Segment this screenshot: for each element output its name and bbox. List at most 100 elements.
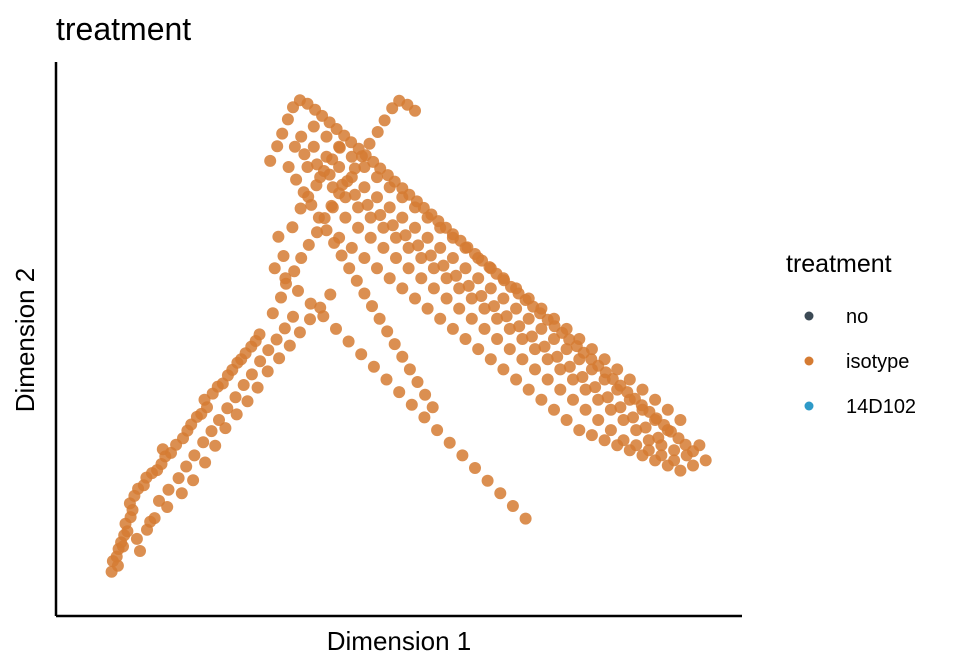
data-point — [469, 462, 481, 474]
data-point — [229, 391, 242, 404]
legend-key-no — [804, 311, 814, 321]
data-point — [462, 279, 475, 292]
data-point — [456, 449, 469, 462]
legend-key-isotype — [804, 356, 814, 366]
data-point — [361, 198, 374, 211]
data-point — [522, 292, 535, 305]
data-point — [388, 338, 401, 351]
data-point — [175, 487, 188, 500]
data-point — [516, 333, 529, 345]
data-point — [276, 127, 289, 140]
data-point — [409, 201, 421, 214]
data-point — [302, 190, 315, 203]
data-point — [371, 171, 383, 184]
data-point — [366, 300, 378, 313]
data-point — [484, 282, 497, 295]
data-point — [551, 350, 564, 363]
data-point — [345, 171, 358, 184]
data-point — [198, 393, 211, 406]
data-point — [604, 424, 617, 437]
data-point — [264, 154, 277, 167]
data-point — [343, 262, 356, 275]
data-point — [295, 252, 308, 264]
data-point — [405, 398, 418, 411]
data-point — [661, 424, 674, 437]
legend-label-14d102: 14D102 — [846, 396, 916, 418]
data-point — [478, 322, 491, 335]
data-point — [371, 191, 383, 204]
data-point — [371, 126, 384, 138]
data-point — [649, 454, 662, 467]
data-point — [649, 393, 662, 406]
data-point — [661, 403, 674, 416]
data-point — [465, 292, 478, 305]
data-point — [585, 343, 598, 356]
data-point — [563, 360, 576, 373]
data-point — [254, 355, 267, 368]
data-point — [199, 456, 212, 469]
data-point — [402, 262, 415, 275]
data-point — [627, 411, 639, 424]
data-point — [393, 386, 406, 399]
data-point — [623, 393, 636, 406]
data-point — [529, 343, 541, 356]
data-point — [560, 414, 573, 426]
data-point — [604, 403, 617, 416]
data-point — [525, 330, 538, 343]
data-point — [312, 211, 325, 224]
data-point — [434, 312, 447, 325]
x-axis-label: Dimension 1 — [327, 626, 472, 656]
data-point — [237, 379, 250, 391]
data-point — [278, 322, 291, 335]
data-point — [396, 282, 409, 295]
data-point — [390, 252, 402, 264]
data-point — [205, 425, 218, 438]
data-point — [111, 559, 124, 572]
data-point — [636, 383, 649, 396]
data-point — [459, 333, 472, 345]
data-point — [614, 401, 627, 414]
data-point — [266, 307, 279, 320]
data-point — [358, 287, 371, 300]
data-point — [293, 326, 306, 339]
data-point — [307, 140, 320, 153]
data-point — [418, 411, 431, 424]
data-point — [652, 431, 665, 444]
data-point — [130, 532, 143, 545]
data-point — [209, 439, 222, 452]
legend-label-isotype: isotype — [846, 351, 909, 373]
data-point — [421, 231, 434, 244]
data-point — [601, 391, 614, 404]
data-point — [421, 211, 434, 224]
data-point — [484, 353, 497, 366]
data-point — [271, 140, 284, 153]
data-point — [510, 302, 523, 315]
legend-title: treatment — [786, 250, 892, 278]
data-point — [378, 114, 391, 127]
data-point — [592, 414, 605, 426]
data-point — [431, 424, 444, 437]
data-point — [443, 436, 456, 449]
data-point — [358, 161, 371, 173]
data-point — [674, 414, 687, 426]
data-point — [374, 209, 387, 221]
data-point — [363, 137, 376, 150]
data-point — [326, 153, 339, 166]
data-point — [567, 393, 579, 406]
data-point — [342, 335, 355, 348]
data-point — [541, 373, 554, 386]
data-point — [345, 241, 358, 254]
data-point — [642, 434, 655, 447]
data-point — [513, 320, 526, 333]
data-point — [510, 373, 523, 386]
data-point — [134, 545, 146, 557]
data-point — [579, 383, 592, 396]
data-point — [367, 360, 380, 373]
data-point — [245, 368, 258, 381]
data-point — [491, 312, 504, 325]
data-point — [380, 373, 393, 386]
data-point — [585, 363, 598, 376]
chart-title: treatment — [56, 11, 191, 47]
data-point — [345, 150, 358, 163]
data-point — [453, 282, 466, 295]
